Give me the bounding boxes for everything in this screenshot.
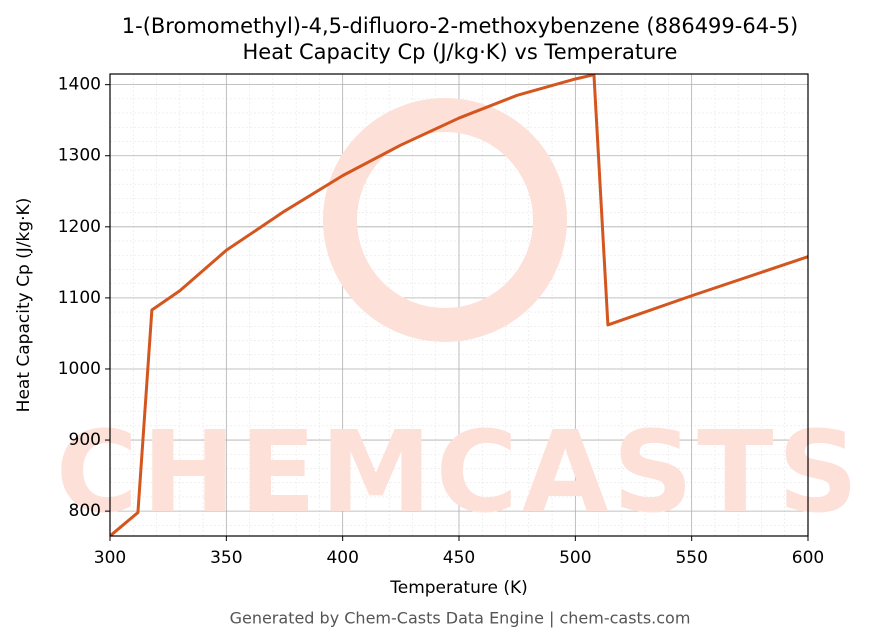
y-axis-label: Heat Capacity Cp (J/kg·K): [14, 198, 34, 413]
data-line: [110, 74, 808, 536]
y-tick-label: 1100: [58, 288, 101, 308]
watermark: CHEMCASTS: [56, 408, 863, 538]
y-tick-label: 800: [69, 501, 101, 521]
y-tick-label: 900: [69, 430, 101, 450]
x-tick-label: 300: [94, 548, 126, 568]
watermark-logo: [323, 98, 567, 342]
y-tick-label: 1300: [58, 146, 101, 166]
x-tick-label: 600: [792, 548, 824, 568]
x-axis-label: Temperature (K): [389, 578, 528, 598]
x-tick-label: 550: [675, 548, 707, 568]
x-tick-label: 400: [326, 548, 358, 568]
footer: Generated by Chem-Casts Data Engine | ch…: [230, 609, 691, 628]
x-tick-label: 500: [559, 548, 591, 568]
y-tick-label: 1000: [58, 359, 101, 379]
x-tick-label: 450: [443, 548, 475, 568]
chart-subtitle: Heat Capacity Cp (J/kg·K) vs Temperature: [243, 40, 678, 64]
plot-frame: [109, 73, 809, 537]
y-tick-label: 1200: [58, 217, 101, 237]
grid: [109, 74, 809, 536]
plot-area: CHEMCASTS: [56, 74, 863, 538]
chart-title: 1-(Bromomethyl)-4,5-difluoro-2-methoxybe…: [122, 14, 798, 38]
x-tick-label: 350: [210, 548, 242, 568]
y-tick-label: 1400: [58, 75, 101, 95]
